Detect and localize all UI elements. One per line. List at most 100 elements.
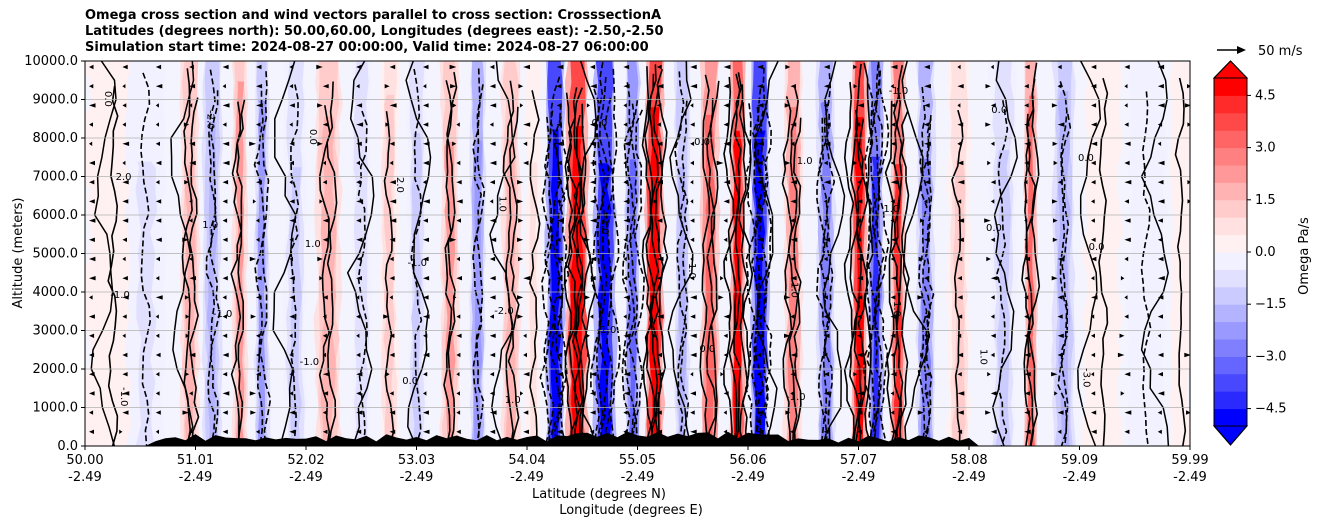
contour-line: [781, 96, 793, 446]
contour-line: [571, 87, 584, 446]
wind-vector-arrow: [356, 103, 363, 108]
colorbar-segment: [1214, 165, 1247, 183]
contour-label: 0.0: [102, 91, 113, 107]
wind-vector-arrow: [89, 410, 94, 415]
wind-vector-arrow: [890, 141, 897, 146]
wind-vector-arrow: [423, 199, 430, 204]
wind-vector-arrow: [289, 218, 296, 223]
wind-vector-arrow: [222, 141, 230, 146]
wind-vector-arrow: [122, 295, 129, 300]
wind-vector-arrow: [556, 276, 562, 281]
wind-vector-arrow: [518, 218, 524, 223]
wind-vector-arrow: [623, 64, 630, 70]
wind-vector-arrow: [1057, 122, 1065, 127]
contour-line: [579, 103, 592, 446]
wind-vector-arrow: [1124, 237, 1131, 242]
wind-vector-arrow: [222, 180, 229, 185]
wind-vector-arrow: [89, 372, 95, 377]
wind-vector-arrow: [1024, 84, 1029, 89]
contour-line: [205, 69, 217, 446]
wind-vector-arrow: [1124, 295, 1128, 300]
wind-vector-arrow: [890, 180, 898, 185]
wind-vector-arrow: [456, 256, 460, 262]
wind-vector-arrow: [1157, 256, 1164, 262]
wind-vector-arrow: [790, 237, 798, 242]
wind-vector-arrow: [453, 295, 457, 300]
wind-vector-arrow: [790, 314, 795, 319]
wind-vector-arrow: [785, 64, 791, 70]
wind-vector-arrow: [623, 314, 627, 319]
wind-vector-arrow: [556, 333, 561, 338]
wind-vector-arrow: [122, 103, 127, 108]
wind-vector-arrow: [785, 410, 791, 415]
wind-vector-arrow: [790, 256, 796, 262]
wind-vector-arrow: [322, 237, 329, 242]
colorbar-segment: [1214, 408, 1247, 427]
wind-vector-arrow: [356, 391, 362, 396]
wind-vector-arrow: [853, 84, 858, 89]
wind-vector-arrow: [189, 199, 193, 204]
wind-vector-arrow: [957, 180, 965, 185]
wind-vector-arrow: [1124, 429, 1130, 434]
wind-vector-arrow: [222, 237, 228, 242]
wind-vector-arrow: [222, 314, 227, 319]
contour-line: [107, 85, 119, 446]
x-tick-label-lat: 52.02: [287, 453, 324, 468]
wind-vector-arrow: [356, 237, 363, 242]
wind-vector-arrow: [185, 314, 190, 319]
wind-vector-arrow: [489, 122, 494, 127]
colorbar-segment: [1214, 373, 1247, 392]
wind-vector-arrow: [1124, 199, 1129, 204]
wind-vector-arrow: [924, 141, 931, 146]
wind-vector-arrow: [319, 199, 323, 204]
wind-vector-arrow: [957, 256, 963, 262]
contour-label: -1.0: [599, 215, 610, 235]
contour-label: 0.0: [986, 223, 1002, 234]
wind-vector-arrow: [423, 218, 428, 223]
wind-vector-arrow: [690, 141, 695, 146]
wind-vector-arrow: [222, 295, 227, 300]
colorbar-segment: [1214, 304, 1247, 323]
wind-vector-arrow: [423, 410, 429, 415]
wind-vector-arrow: [757, 103, 764, 108]
contour-line: [621, 82, 631, 446]
wind-vector-arrow: [1191, 334, 1198, 338]
wind-vector-arrow: [990, 333, 996, 338]
wind-vector-arrow: [590, 122, 596, 127]
wind-vector-arrow: [1057, 410, 1064, 415]
wind-vector-arrow: [389, 199, 397, 204]
wind-vector-arrow: [656, 372, 664, 377]
wind-vector-arrow: [656, 256, 664, 262]
wind-vector-arrow: [1024, 333, 1029, 338]
wind-vector-arrow: [924, 391, 929, 396]
wind-vector-arrow: [389, 333, 395, 338]
wind-vector-arrow: [957, 84, 964, 89]
wind-vector-arrow: [523, 429, 529, 434]
wind-vector-arrow: [957, 160, 964, 166]
wind-vector-arrow: [924, 429, 928, 434]
wind-vector-arrow: [890, 84, 894, 89]
wind-vector-arrow: [389, 295, 393, 300]
contour-line: [595, 62, 605, 446]
wind-vector-arrow: [1191, 276, 1195, 280]
contour-line: [884, 100, 896, 446]
wind-vector-arrow: [1051, 276, 1058, 281]
colorbar-outline: [1213, 60, 1248, 446]
wind-vector-arrow: [389, 352, 395, 358]
wind-vector-arrow: [556, 314, 562, 319]
wind-vector-arrow: [184, 372, 190, 377]
wind-vector-arrow: [690, 314, 696, 319]
colorbar-segment: [1214, 356, 1247, 375]
wind-vector-arrow: [716, 160, 724, 166]
wind-vector-arrow: [250, 314, 256, 319]
wind-vector-arrow: [690, 218, 695, 223]
colorbar-tick-label: −1.5: [1255, 297, 1287, 312]
contour-line: [253, 90, 266, 446]
wind-vector-arrow: [990, 237, 995, 242]
wind-vector-arrow: [1024, 295, 1029, 300]
wind-vector-arrow: [289, 295, 295, 300]
wind-vector-arrow: [556, 237, 561, 242]
wind-vector-arrow: [823, 429, 829, 434]
wind-vector-arrow: [322, 372, 330, 377]
